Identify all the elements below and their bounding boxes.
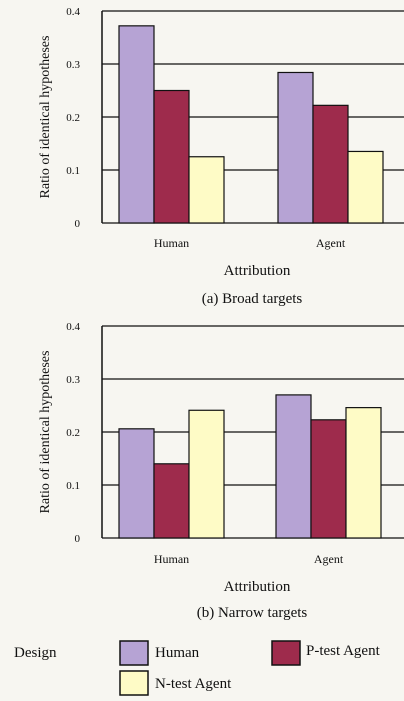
y-tick-label: 0.1	[66, 480, 80, 492]
bar-human-agent	[277, 71, 314, 224]
bar-human-human	[118, 428, 155, 539]
bar-p-test-agent-agent	[310, 419, 347, 539]
bar-p-test-agent-human	[153, 463, 190, 539]
x-tick-label: Agent	[314, 552, 344, 566]
chart-caption: (b) Narrow targets	[197, 605, 308, 621]
legend-swatch-n-test-agent	[119, 670, 149, 696]
bar-human-human	[118, 25, 155, 224]
legend-swatch-human	[119, 640, 149, 666]
x-tick-label: Human	[154, 552, 189, 566]
bar-n-test-agent-human	[188, 409, 225, 539]
bar-p-test-agent-agent	[312, 104, 349, 224]
legend-label-p-test-agent: P-test Agent	[306, 643, 381, 659]
y-tick-label: 0.3	[66, 374, 80, 386]
legend-title: Design	[14, 645, 57, 661]
y-tick-label: 0.4	[66, 6, 80, 18]
x-tick-label: Human	[154, 236, 189, 250]
legend-swatch-p-test-agent	[271, 640, 301, 666]
y-tick-label: 0.3	[66, 59, 80, 71]
y-tick-label: 0	[75, 218, 81, 230]
bar-human-agent	[275, 394, 312, 539]
bar-p-test-agent-human	[153, 89, 190, 224]
y-axis-label: Ratio of identical hypotheses	[38, 36, 53, 199]
y-tick-label: 0.1	[66, 165, 80, 177]
bar-n-test-agent-agent	[347, 150, 384, 224]
y-tick-label: 0	[75, 533, 81, 545]
chart-caption: (a) Broad targets	[202, 291, 303, 307]
chart-broad-targets: 0 0.1 0.2 0.3 0.4 Human Agent Attribution Ratio …	[38, 6, 404, 307]
chart-narrow-targets: 0 0.1 0.2 0.3 0.4 Human Agent Attribution Ratio …	[38, 321, 404, 621]
bar-n-test-agent-human	[188, 156, 225, 224]
y-axis-label: Ratio of identical hypotheses	[38, 351, 53, 514]
legend-label-human: Human	[155, 645, 200, 661]
y-tick-label: 0.2	[66, 427, 80, 439]
x-tick-label: Agent	[316, 236, 346, 250]
x-axis-label: Attribution	[224, 263, 291, 279]
bar-n-test-agent-agent	[345, 407, 382, 539]
legend: Design Human P-test Agent N-test Agent	[14, 640, 381, 696]
x-axis-label: Attribution	[224, 579, 291, 595]
y-tick-label: 0.4	[66, 321, 80, 333]
legend-label-n-test-agent: N-test Agent	[155, 676, 232, 692]
y-tick-label: 0.2	[66, 112, 80, 124]
